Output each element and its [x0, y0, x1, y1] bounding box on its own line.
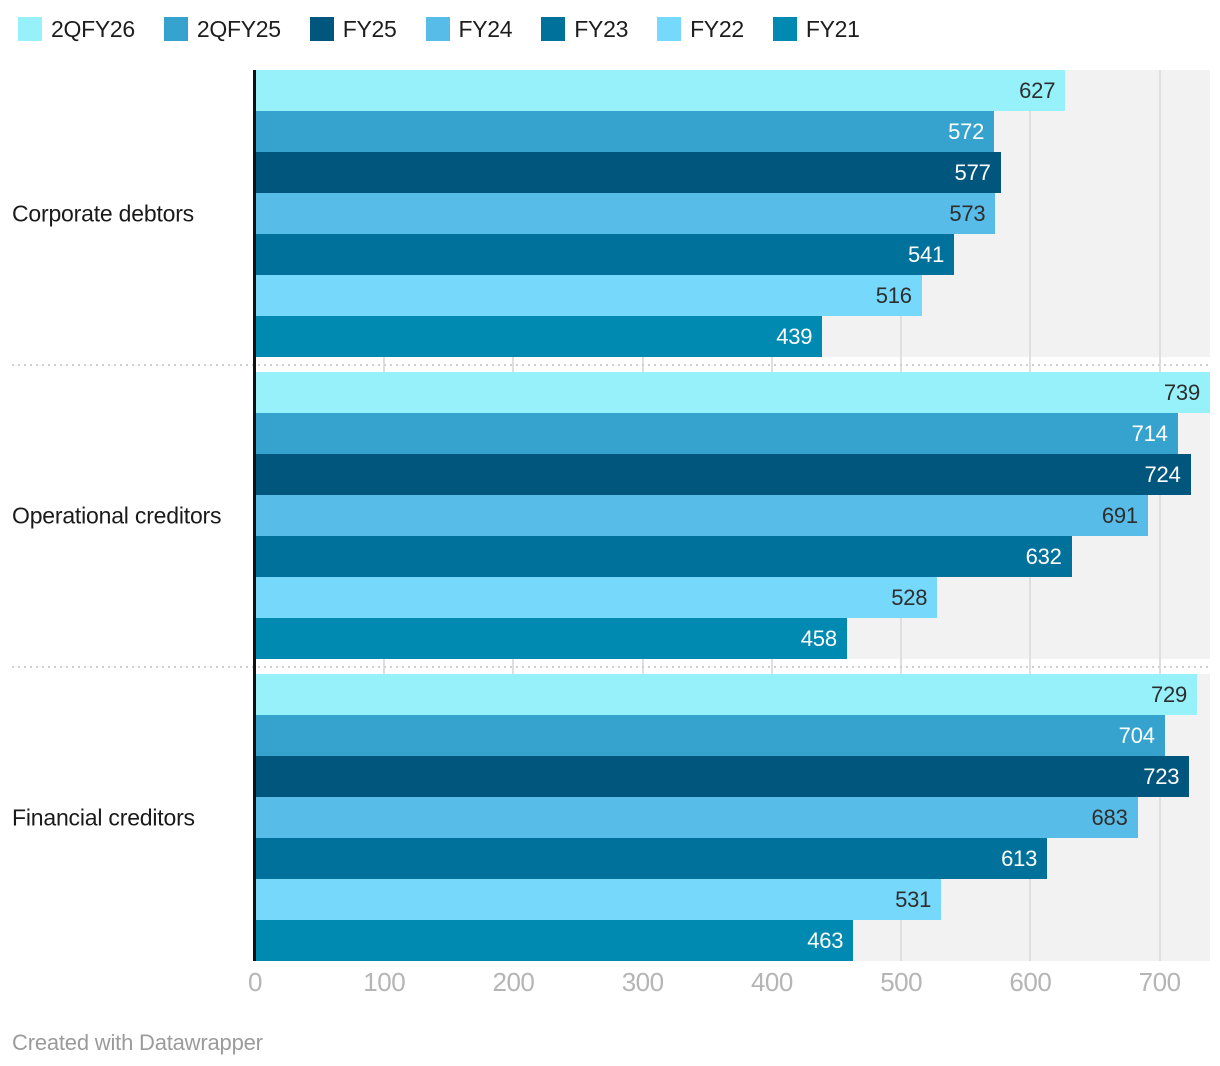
bar-fy23: 541 [255, 234, 955, 275]
x-tick-label: 0 [248, 967, 262, 997]
legend-item: FY23 [541, 16, 628, 43]
bar-value-label: 463 [807, 927, 844, 953]
bar-fy25: 723 [255, 756, 1190, 797]
plot-area: 627 572 577 573 541 516 439 739 714 724 691 632 528 4… [12, 70, 1210, 961]
bar-value-label: 704 [1118, 722, 1155, 748]
bar-value-label: 528 [891, 584, 928, 610]
bar-value-label: 627 [1019, 77, 1056, 103]
legend-swatch [541, 17, 566, 41]
bar-fy25: 577 [255, 152, 1001, 193]
legend-swatch [18, 17, 42, 41]
legend-label: 2QFY26 [51, 15, 135, 42]
legend-swatch [772, 17, 797, 41]
x-tick-label: 600 [1009, 967, 1052, 997]
bar-2qfy26: 729 [255, 674, 1198, 715]
bar-fy21: 439 [255, 316, 823, 357]
bar-value-label: 723 [1143, 763, 1180, 789]
x-tick-label: 100 [363, 967, 406, 997]
x-tick-label: 200 [492, 967, 535, 997]
bar-fy25: 724 [255, 454, 1191, 495]
bar-2qfy26: 739 [255, 372, 1210, 413]
legend-item: FY24 [425, 15, 513, 43]
bar-fy23: 613 [255, 838, 1048, 879]
legend-label: FY22 [690, 15, 744, 42]
bar-fy21: 463 [255, 920, 854, 961]
legend-item: FY25 [309, 15, 397, 43]
bar-value-label: 724 [1144, 461, 1181, 487]
bar-value-label: 577 [954, 159, 991, 185]
bar-value-label: 516 [875, 282, 912, 308]
bar-2qfy25: 572 [255, 111, 995, 152]
category-label: Operational creditors [12, 502, 222, 528]
legend-swatch [657, 17, 682, 41]
bar-value-label: 739 [1163, 379, 1200, 405]
legend-label: 2QFY25 [196, 15, 281, 42]
x-axis: 0 100 200 300 400 500 600 700 [248, 963, 1210, 1003]
bar-value-label: 541 [908, 241, 945, 267]
bar-fy24: 683 [255, 797, 1138, 838]
x-tick-label: 700 [1138, 967, 1181, 997]
legend-item: 2QFY26 [18, 16, 135, 43]
category-label: Corporate debtors [12, 200, 194, 226]
bar-value-label: 439 [776, 323, 813, 349]
bar-fy24: 691 [255, 495, 1148, 536]
legend-item: FY22 [657, 16, 744, 43]
bar-value-label: 458 [800, 625, 837, 651]
bar-value-label: 683 [1091, 804, 1128, 830]
legend-swatch [163, 17, 188, 41]
legend-label: FY21 [805, 15, 860, 42]
category-gutter: Corporate debtors Operational creditors Fi… [0, 70, 243, 961]
legend: 2QFY26 2QFY25 FY25 FY24 FY23 FY22 FY21 [18, 14, 889, 44]
legend-label: FY25 [342, 15, 397, 42]
bar-fy24: 573 [255, 193, 996, 234]
attribution: Created with Datawrapper [12, 1030, 263, 1055]
group-separator [12, 363, 1210, 366]
bar-value-label: 714 [1131, 420, 1168, 446]
bar-value-label: 573 [949, 200, 986, 226]
category-label: Financial creditors [12, 804, 195, 830]
bar-2qfy26: 627 [255, 70, 1066, 111]
legend-swatch [309, 17, 334, 41]
legend-swatch [425, 17, 450, 41]
legend-item: 2QFY25 [163, 15, 281, 43]
bar-fy21: 458 [255, 618, 847, 659]
bar-2qfy25: 704 [255, 715, 1165, 756]
x-tick-label: 400 [750, 967, 793, 997]
legend-label: FY23 [574, 15, 629, 42]
bar-2qfy25: 714 [255, 413, 1178, 454]
bar-fy22: 528 [255, 577, 938, 618]
bar-value-label: 632 [1025, 543, 1062, 569]
bar-value-label: 572 [948, 118, 985, 144]
bar-fy22: 531 [255, 879, 942, 920]
bar-fy23: 632 [255, 536, 1072, 577]
bar-chart: Corporate debtors Operational creditors Fi… [0, 70, 1220, 961]
x-tick-label: 300 [621, 967, 664, 997]
bar-fy22: 516 [255, 275, 922, 316]
x-tick-label: 500 [880, 967, 923, 997]
legend-label: FY24 [458, 15, 513, 42]
group-separator [12, 665, 1210, 668]
bar-value-label: 691 [1101, 502, 1138, 528]
legend-item: FY21 [772, 15, 860, 43]
y-axis-line [253, 70, 256, 961]
gridline [1158, 70, 1161, 961]
bar-value-label: 531 [895, 886, 932, 912]
bar-value-label: 613 [1001, 845, 1038, 871]
bar-value-label: 729 [1150, 681, 1188, 707]
